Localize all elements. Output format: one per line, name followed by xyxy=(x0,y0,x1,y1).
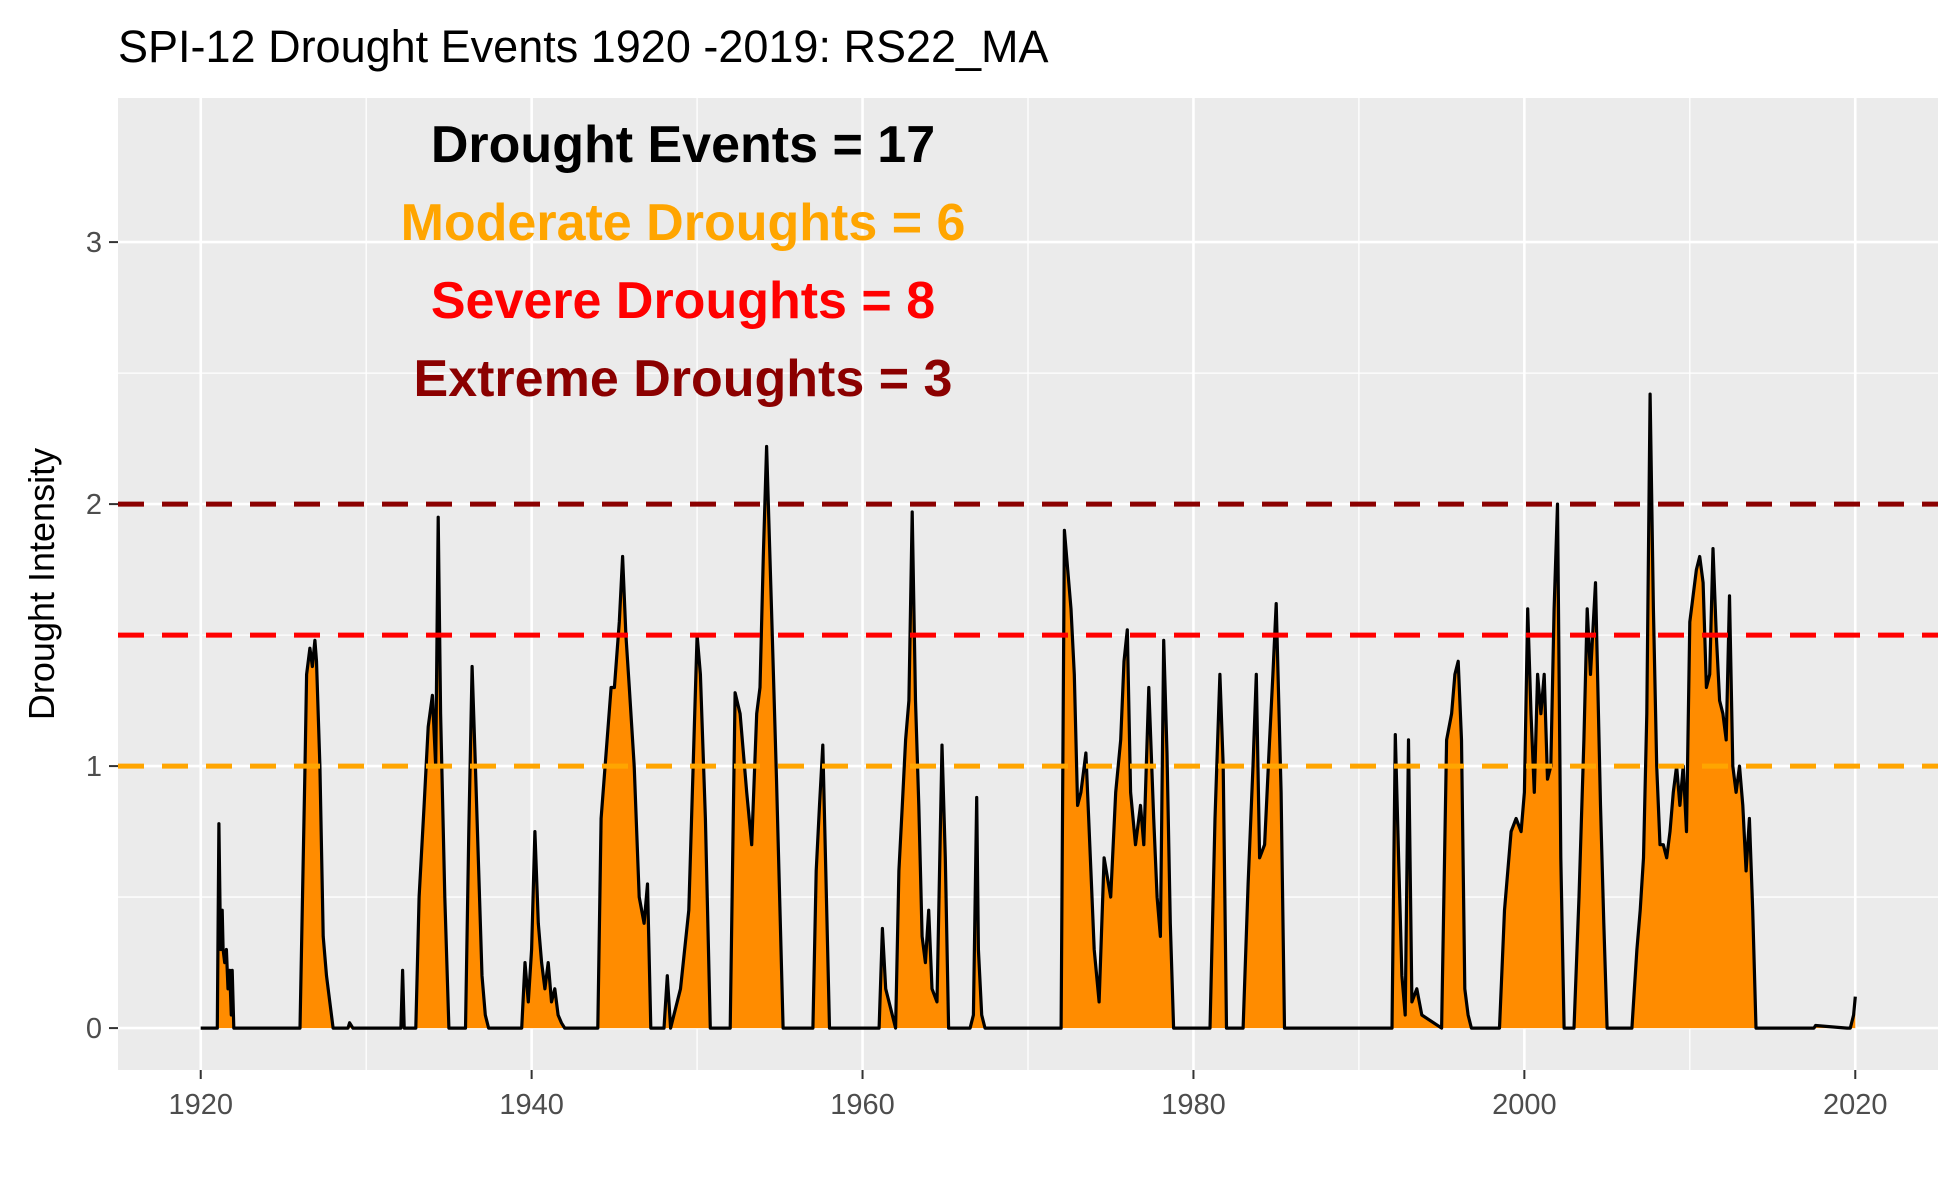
annotation-group: Drought Events = 17 Moderate Droughts = … xyxy=(401,116,966,408)
drought-intensity-area xyxy=(200,394,1856,1029)
x-tick-label: 1980 xyxy=(1161,1089,1226,1121)
threshold-lines xyxy=(118,501,1938,769)
y-tick-label: 3 xyxy=(86,227,102,259)
x-tick-label: 1940 xyxy=(499,1089,564,1121)
x-tick-label: 1960 xyxy=(830,1089,895,1121)
annotation-extreme-droughts: Extreme Droughts = 3 xyxy=(414,350,953,408)
x-tick-label: 2020 xyxy=(1823,1089,1888,1121)
y-tick-label: 0 xyxy=(86,1013,102,1045)
y-axis-title: Drought Intensity xyxy=(21,448,62,720)
annotation-moderate-droughts: Moderate Droughts = 6 xyxy=(401,194,966,252)
y-tick-label: 1 xyxy=(86,751,102,783)
x-axis: 1920 1940 1960 1980 2000 2020 xyxy=(168,1070,1888,1121)
drought-intensity-line xyxy=(200,392,1857,1030)
y-tick-label: 2 xyxy=(86,489,102,521)
x-tick-label: 2000 xyxy=(1492,1089,1557,1121)
y-axis: 0 1 2 3 xyxy=(86,227,118,1045)
annotation-drought-events: Drought Events = 17 xyxy=(431,116,935,174)
annotation-severe-droughts: Severe Droughts = 8 xyxy=(431,272,935,330)
x-tick-label: 1920 xyxy=(168,1089,233,1121)
chart-title: SPI-12 Drought Events 1920 -2019: RS22_M… xyxy=(118,21,1049,72)
